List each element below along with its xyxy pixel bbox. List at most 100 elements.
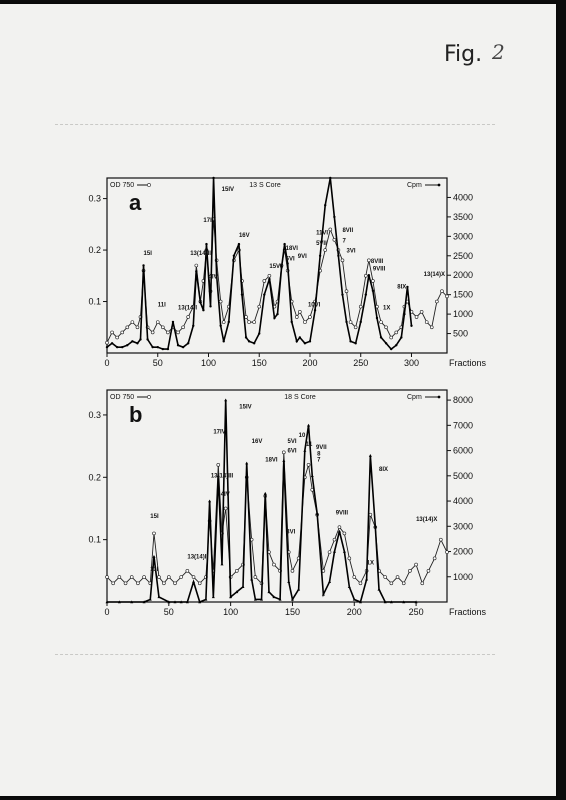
data-point-cpm [205, 242, 208, 246]
peak-annotation: 10VI [308, 303, 321, 309]
data-point-cpm [126, 344, 129, 347]
data-point-cpm [375, 316, 379, 320]
data-point-od [294, 315, 299, 319]
data-point-cpm [345, 320, 348, 324]
peak-annotation: 17IV [213, 430, 225, 436]
data-point-cpm [290, 320, 293, 324]
data-point-od [445, 550, 449, 554]
x-tick-label: 300 [404, 358, 419, 368]
data-point-od [414, 562, 418, 567]
data-point-od [371, 279, 375, 283]
y2-tick-label: 3000 [453, 231, 473, 241]
chart-title: 13 S Core [249, 182, 281, 189]
data-point-od [152, 531, 156, 536]
peak-annotation: 11 [306, 442, 313, 448]
data-point-od [117, 575, 122, 579]
data-point-od [379, 320, 383, 324]
data-point-cpm [115, 345, 119, 349]
y-tick-label: 0.2 [88, 245, 101, 255]
data-point-cpm [240, 293, 244, 296]
peak-annotation: 8IX [397, 285, 406, 291]
data-point-od [383, 575, 387, 579]
data-point-od [111, 581, 115, 586]
data-point-cpm [406, 285, 409, 289]
x-tick-label: 200 [302, 358, 317, 368]
y2-tick-label: 4000 [453, 192, 473, 202]
data-point-od [253, 575, 258, 579]
data-point-od [389, 335, 393, 340]
peak-annotation: 4IV [221, 492, 230, 498]
y2-tick-label: 2000 [453, 270, 473, 280]
data-point-cpm [209, 305, 212, 308]
data-point-cpm [224, 398, 228, 402]
data-point-cpm [121, 345, 124, 349]
data-point-cpm [208, 499, 212, 503]
figure-number: 2 [492, 40, 505, 64]
data-point-cpm [283, 242, 286, 246]
data-point-cpm [156, 345, 159, 349]
y-tick-label: 0.1 [88, 535, 101, 545]
data-point-od [166, 330, 170, 335]
data-point-cpm [358, 600, 362, 604]
peak-annotation: 6VI [286, 256, 295, 262]
y2-tick-label: 8000 [453, 395, 473, 405]
data-point-od [218, 299, 223, 304]
data-point-cpm [244, 336, 248, 339]
data-point-od [282, 450, 286, 455]
data-point-cpm [368, 454, 372, 457]
data-point-cpm [148, 597, 152, 601]
peak-annotation: 5VI [288, 439, 297, 445]
peak-annotation: 10 [299, 433, 306, 439]
data-point-od [247, 320, 251, 324]
y2-tick-label: 2500 [453, 251, 473, 261]
plot-frame [106, 177, 448, 354]
data-point-od [426, 569, 431, 573]
peak-annotation: 9VII [316, 445, 327, 451]
data-point-od [272, 562, 276, 567]
peak-annotation: 11VI [316, 231, 328, 237]
peak-annotation: 16V [252, 439, 263, 445]
data-point-od [105, 575, 109, 579]
plot-frame [106, 389, 448, 603]
data-point-od [327, 550, 332, 554]
data-point-od [157, 575, 161, 579]
y-tick-label: 0.2 [88, 472, 101, 482]
data-point-cpm [105, 600, 109, 604]
data-point-cpm [272, 595, 276, 599]
data-point-od [395, 575, 400, 579]
x-axis-label: Fractions [449, 358, 487, 368]
data-point-cpm [367, 274, 371, 277]
y-tick-label: 0.3 [88, 194, 101, 204]
data-point-cpm [237, 242, 241, 246]
data-point-cpm [341, 293, 344, 296]
y2-tick-label: 4000 [453, 496, 473, 506]
data-point-cpm [235, 590, 239, 594]
data-point-od [221, 320, 226, 324]
x-tick-label: 150 [285, 607, 300, 617]
data-point-cpm [324, 204, 327, 207]
data-point-cpm [276, 312, 279, 316]
data-point-od [185, 569, 190, 573]
data-point-cpm [263, 293, 266, 296]
data-point-od [150, 330, 155, 335]
data-point-od [420, 581, 425, 586]
peak-annotation: 11I [158, 303, 166, 309]
paper-sheet: Fig. 2 [0, 4, 556, 796]
data-point-od [129, 575, 134, 579]
data-point-od [191, 575, 196, 579]
data-point-od [440, 289, 444, 294]
series-line-cpm [106, 177, 413, 351]
y2-tick-label: 500 [453, 329, 468, 339]
peak-annotation: 11I [150, 567, 158, 573]
data-point-od [353, 325, 358, 330]
x-tick-label: 100 [201, 358, 216, 368]
data-point-cpm [280, 266, 283, 269]
data-point-cpm [349, 340, 352, 343]
data-point-cpm [389, 347, 393, 351]
data-point-od [328, 227, 333, 232]
data-point-cpm [307, 423, 311, 427]
data-point-od [235, 569, 239, 573]
data-point-cpm [139, 338, 142, 341]
data-point-cpm [377, 587, 381, 591]
y2-tick-label: 3000 [453, 521, 473, 531]
